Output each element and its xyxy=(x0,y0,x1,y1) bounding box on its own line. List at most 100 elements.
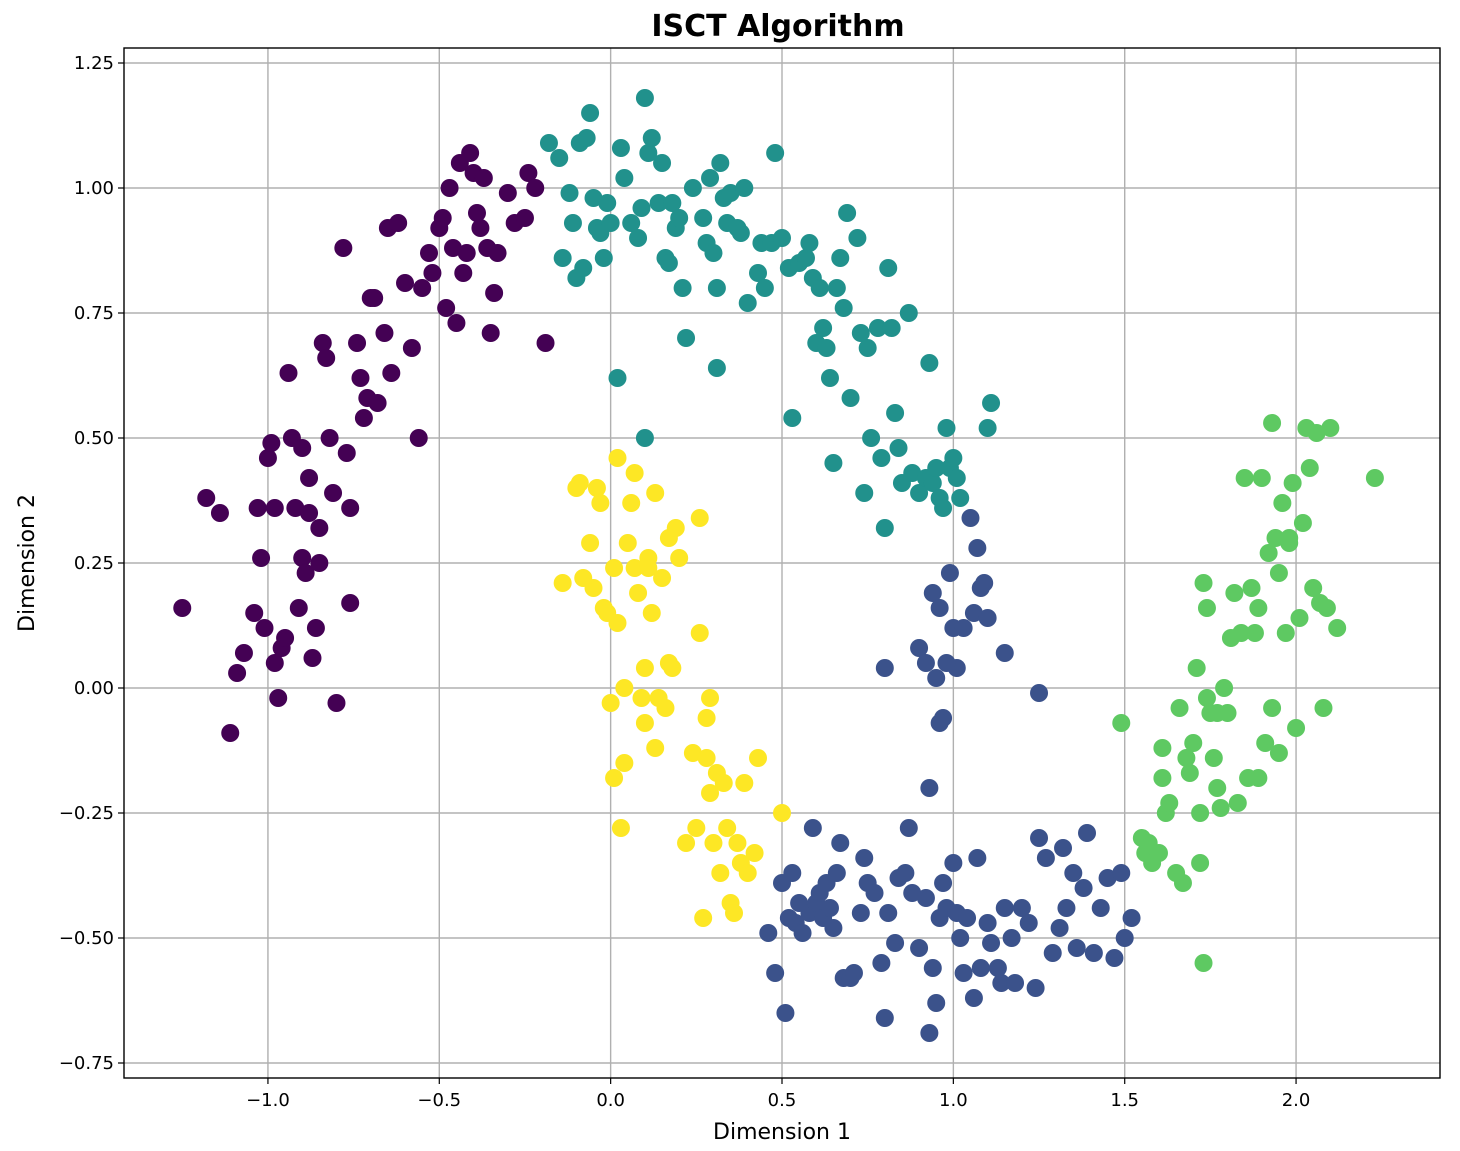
data-point xyxy=(927,994,946,1012)
data-point xyxy=(927,459,946,477)
data-point xyxy=(1228,794,1247,812)
data-point xyxy=(978,419,997,437)
y-tick-label: 1.25 xyxy=(74,53,114,74)
y-tick-label: 0.75 xyxy=(74,303,114,324)
data-point xyxy=(300,469,319,487)
data-point xyxy=(687,819,706,837)
data-point xyxy=(677,329,696,347)
data-point xyxy=(707,279,726,297)
data-point xyxy=(293,439,312,457)
data-point xyxy=(601,694,620,712)
data-point xyxy=(485,284,504,302)
data-point xyxy=(663,194,682,212)
data-point xyxy=(611,819,630,837)
data-point xyxy=(1036,849,1055,867)
data-point xyxy=(954,619,973,637)
y-tick-label: 0.50 xyxy=(74,428,114,449)
data-point xyxy=(875,1009,894,1027)
data-point xyxy=(731,224,750,242)
data-point xyxy=(461,144,480,162)
data-point xyxy=(783,409,802,427)
data-point xyxy=(1043,944,1062,962)
data-point xyxy=(910,639,929,657)
data-point xyxy=(615,754,634,772)
x-axis-label: Dimension 1 xyxy=(713,1120,851,1145)
data-point xyxy=(1187,659,1206,677)
data-point xyxy=(954,964,973,982)
data-point xyxy=(862,429,881,447)
data-point xyxy=(855,484,874,502)
data-point xyxy=(1293,514,1312,532)
data-point xyxy=(834,299,853,317)
data-point xyxy=(961,509,980,527)
data-point xyxy=(1211,799,1230,817)
data-point xyxy=(701,689,720,707)
data-point xyxy=(351,369,370,387)
data-point xyxy=(1249,769,1268,787)
data-point xyxy=(930,714,949,732)
data-point xyxy=(1249,599,1268,617)
data-point xyxy=(303,649,322,667)
data-point xyxy=(694,909,713,927)
data-point xyxy=(937,419,956,437)
data-point xyxy=(670,549,689,567)
data-point xyxy=(1266,529,1285,547)
x-tick-label: −1.0 xyxy=(246,1090,290,1111)
data-point xyxy=(1084,944,1103,962)
data-point xyxy=(1153,739,1172,757)
x-tick-label: −0.5 xyxy=(417,1090,461,1111)
data-point xyxy=(951,929,970,947)
data-point xyxy=(865,884,884,902)
data-point xyxy=(903,464,922,482)
data-point xyxy=(738,864,757,882)
data-point xyxy=(1263,699,1282,717)
data-point xyxy=(1030,829,1049,847)
data-point xyxy=(375,324,394,342)
data-point xyxy=(642,604,661,622)
data-point xyxy=(1287,719,1306,737)
data-point xyxy=(923,584,942,602)
data-point xyxy=(337,444,356,462)
data-point xyxy=(930,599,949,617)
data-point xyxy=(841,389,860,407)
data-point xyxy=(327,694,346,712)
data-point xyxy=(1191,854,1210,872)
data-point xyxy=(1194,574,1213,592)
data-point xyxy=(1160,794,1179,812)
data-point xyxy=(245,604,264,622)
data-point xyxy=(728,834,747,852)
data-point xyxy=(690,624,709,642)
data-point xyxy=(899,304,918,322)
data-point xyxy=(848,229,867,247)
data-point xyxy=(975,574,994,592)
data-point xyxy=(581,534,600,552)
data-point xyxy=(978,914,997,932)
data-point xyxy=(745,844,764,862)
data-point xyxy=(694,209,713,227)
data-point xyxy=(1204,749,1223,767)
data-point xyxy=(656,699,675,717)
data-point xyxy=(210,504,229,522)
data-point xyxy=(714,774,733,792)
data-point xyxy=(1242,579,1261,597)
data-point xyxy=(916,654,935,672)
data-point xyxy=(553,574,572,592)
data-point xyxy=(673,279,692,297)
data-point xyxy=(982,934,1001,952)
data-point xyxy=(269,689,288,707)
data-point xyxy=(320,429,339,447)
data-point xyxy=(701,784,720,802)
x-tick-label: 2.0 xyxy=(1282,1090,1311,1111)
data-point xyxy=(910,484,929,502)
data-point xyxy=(550,149,569,167)
data-point xyxy=(995,644,1014,662)
data-point xyxy=(879,259,898,277)
data-point xyxy=(526,179,545,197)
data-point xyxy=(749,264,768,282)
cluster-3-points xyxy=(1112,414,1384,972)
data-point xyxy=(420,244,439,262)
data-point xyxy=(766,144,785,162)
data-point xyxy=(1006,974,1025,992)
data-point xyxy=(642,129,661,147)
